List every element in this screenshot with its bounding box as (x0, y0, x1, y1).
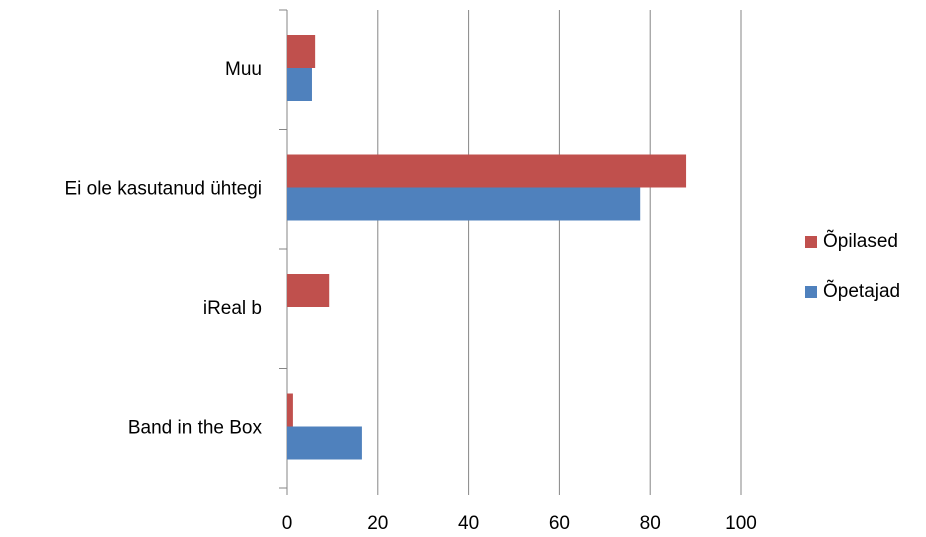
x-tick-label: 20 (367, 513, 388, 534)
y-tick-label: iReal b (203, 298, 262, 319)
x-tick-label: 100 (725, 513, 757, 534)
y-tick-label: Muu (225, 59, 262, 80)
bar (287, 154, 687, 188)
legend-swatch (805, 236, 817, 248)
x-tick-label: 40 (458, 513, 479, 534)
legend-label: Õpilased (823, 230, 898, 252)
bar (287, 35, 316, 68)
bar (287, 274, 330, 307)
y-tick-label: Band in the Box (128, 417, 263, 438)
x-tick-label: 80 (640, 513, 661, 534)
x-tick-label: 60 (549, 513, 570, 534)
bar (287, 187, 641, 221)
y-tick-label: Ei ole kasutanud ühtegi (64, 178, 262, 199)
bar (287, 393, 293, 427)
bar (287, 68, 312, 101)
legend-label: Õpetajad (823, 280, 900, 302)
x-tick-label: 0 (282, 513, 293, 534)
legend-swatch (805, 286, 817, 298)
bar (287, 426, 362, 460)
